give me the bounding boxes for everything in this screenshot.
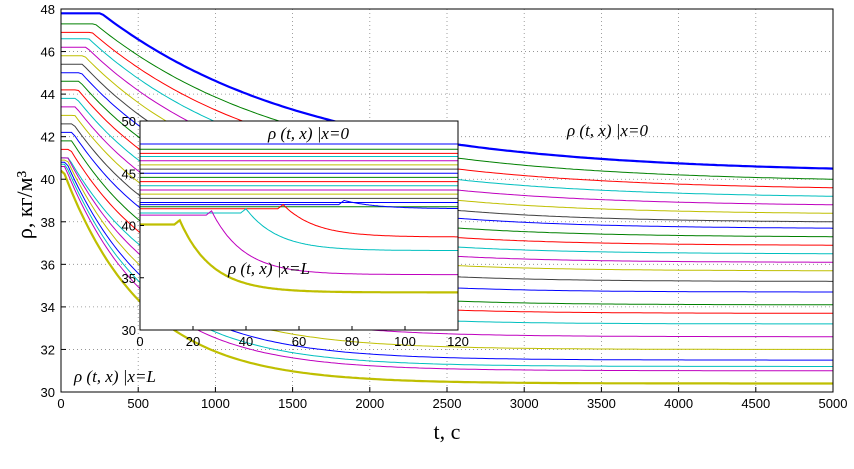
inset-x-tick-label: 100 — [394, 334, 416, 349]
main-y-tick-label: 34 — [41, 300, 55, 315]
main-y-ticks: 30 32 34 36 38 40 42 44 46 48 — [41, 2, 66, 400]
main-y-tick-label: 36 — [41, 257, 55, 272]
inset-y-tick-label: 45 — [122, 166, 136, 181]
main-x-tick-label: 2000 — [355, 396, 384, 411]
main-y-tick-label: 42 — [41, 130, 55, 145]
main-y-tick-label: 48 — [41, 2, 55, 17]
x-axis-label: t, c — [434, 419, 461, 444]
inset-x-tick-label: 20 — [186, 334, 200, 349]
main-y-tick-label: 46 — [41, 45, 55, 60]
inset-y-tick-label: 30 — [122, 323, 136, 338]
main-series-line — [60, 169, 833, 385]
inset-plot-area — [140, 121, 458, 330]
main-x-tick-label: 500 — [127, 396, 149, 411]
main-x-tick-label: 0 — [57, 396, 64, 411]
inset-x-tick-label: 40 — [239, 334, 253, 349]
inset-x-tick-label: 60 — [292, 334, 306, 349]
annotation-main-xL: ρ (t, x) |x=L — [73, 367, 156, 386]
inset-series-line — [140, 203, 458, 238]
inset-x-ticks: 0 20 40 60 80 100 120 — [136, 326, 469, 349]
inset-y-ticks: 30 35 40 45 50 — [122, 114, 144, 338]
inset-x-tick-label: 120 — [447, 334, 469, 349]
inset-series-group — [140, 143, 458, 294]
annotation-inset-xL: ρ (t, x) |x=L — [227, 259, 310, 278]
main-x-tick-label: 1500 — [278, 396, 307, 411]
annotation-main-x0: ρ (t, x) |x=0 — [566, 121, 648, 140]
annotation-inset-x0: ρ (t, x) |x=0 — [267, 124, 349, 143]
inset-chart: 0 20 40 60 80 100 120 30 35 40 45 50 — [122, 114, 469, 349]
inset-series-line — [140, 208, 458, 251]
inset-y-tick-label: 35 — [122, 271, 136, 286]
main-x-tick-label: 1000 — [201, 396, 230, 411]
main-x-tick-label: 3000 — [510, 396, 539, 411]
main-y-tick-label: 40 — [41, 172, 55, 187]
inset-series-line — [140, 210, 458, 276]
main-y-tick-label: 38 — [41, 215, 55, 230]
inset-y-tick-label: 40 — [122, 219, 136, 234]
inset-x-tick-label: 0 — [136, 334, 143, 349]
main-x-ticks: 0 500 1000 1500 2000 2500 3000 3500 4000 4500 5000 — [57, 387, 847, 411]
main-x-tick-label: 4000 — [664, 396, 693, 411]
inset-series-line — [140, 199, 458, 209]
inset-series-line — [140, 218, 458, 294]
main-x-tick-label: 5000 — [819, 396, 848, 411]
y-axis-label: ρ, кг/м³ — [12, 170, 37, 239]
main-x-tick-label: 2500 — [433, 396, 462, 411]
main-x-tick-label: 4500 — [741, 396, 770, 411]
main-y-tick-label: 44 — [41, 87, 55, 102]
main-x-tick-label: 3500 — [587, 396, 616, 411]
main-y-tick-label: 30 — [41, 385, 55, 400]
inset-x-tick-label: 80 — [345, 334, 359, 349]
main-y-tick-label: 32 — [41, 342, 55, 357]
inset-y-tick-label: 50 — [122, 114, 136, 129]
